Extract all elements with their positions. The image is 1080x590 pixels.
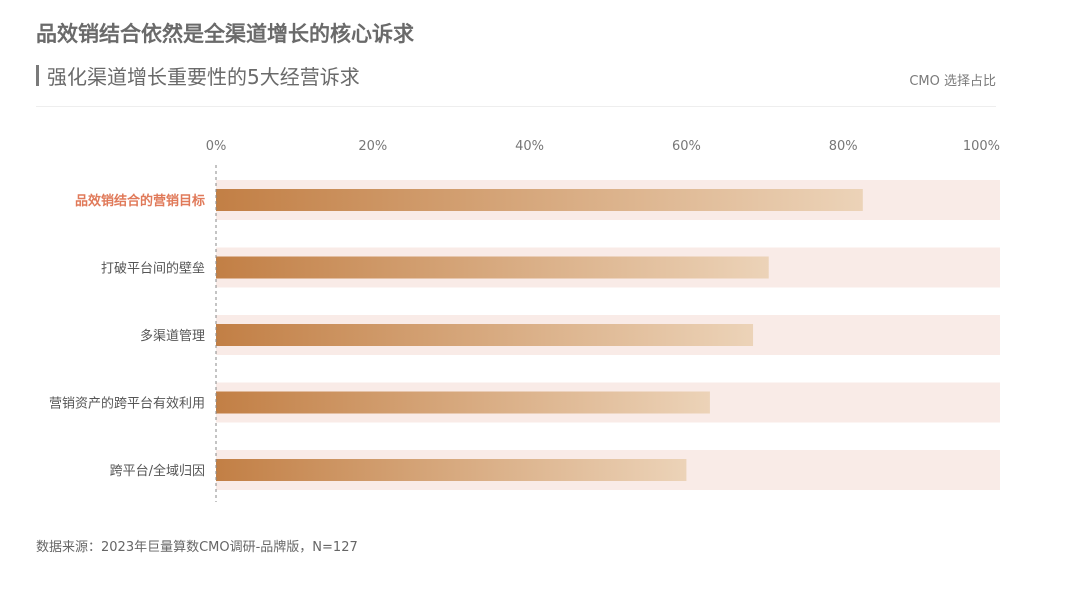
category-label: 打破平台间的壁垒 [101,261,205,277]
x-tick-label: 0% [206,139,227,154]
x-tick-label: 40% [515,139,544,154]
bar-chart: 0% 20% 40% 60% 80% 100% 品效销结合的营销目标打破平台间的壁垒多渠道… [49,139,1000,502]
bar [216,256,769,279]
category-label: 跨平台/全域归因 [110,463,205,479]
x-tick-label: 20% [358,139,387,154]
bar [216,189,863,211]
bar [216,324,754,346]
page-title: 品效销结合依然是全渠道增长的核心诉求 [36,22,414,46]
bar [216,459,687,481]
measure-note: CMO 选择占比 [909,74,996,89]
x-tick-label: 80% [829,139,858,154]
bars [216,189,863,481]
category-label: 品效销结合的营销目标 [75,193,205,209]
chart-subtitle: 强化渠道增长重要性的5大经营诉求 [47,64,360,89]
category-label: 多渠道管理 [140,328,205,344]
header-divider [36,106,996,107]
x-tick-label: 100% [963,139,1000,154]
subtitle-row: 强化渠道增长重要性的5大经营诉求 [36,60,360,90]
subtitle-marker [36,64,39,86]
source-note: 数据来源：2023年巨量算数CMO调研-品牌版，N=127 [36,540,358,555]
bar [216,391,710,414]
x-axis-ticks: 0% 20% 40% 60% 80% 100% [206,139,1000,154]
category-labels: 品效销结合的营销目标打破平台间的壁垒多渠道管理营销资产的跨平台有效利用跨平台/全… [49,193,205,479]
category-label: 营销资产的跨平台有效利用 [49,396,205,412]
x-tick-label: 60% [672,139,701,154]
